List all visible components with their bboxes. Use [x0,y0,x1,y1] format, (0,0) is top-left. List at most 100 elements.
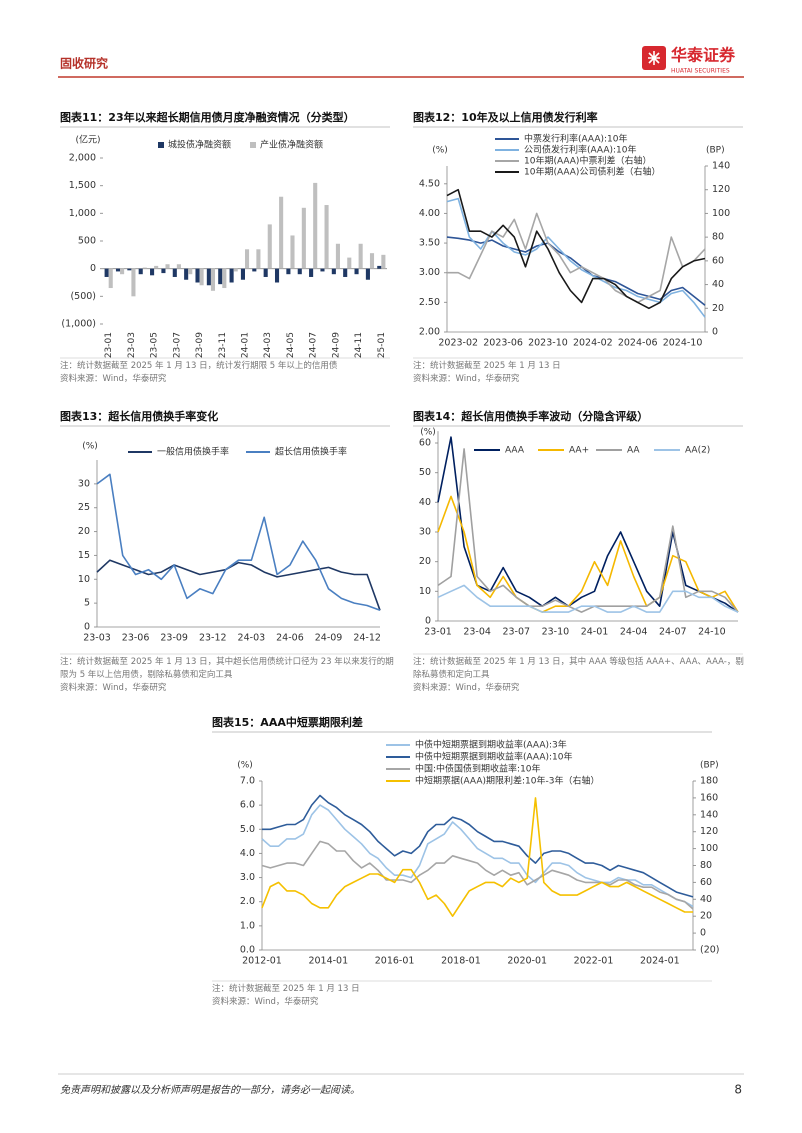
bar [274,268,280,283]
y-tick-label: 0.0 [240,945,255,956]
x-tick-label: 2012-01 [242,956,282,967]
y-tick-label: 10 [419,586,431,597]
y2-tick-label: 140 [712,161,730,172]
series-line [437,495,739,613]
series-line [437,436,739,613]
y-tick-label: 1,000 [69,208,96,219]
page-number: 8 [734,1083,742,1097]
x-tick-label: 23-10 [542,627,570,638]
x-tick-label: 23-03 [83,633,111,644]
y-tick-label: 4.50 [419,178,440,189]
bar [233,268,238,272]
bar [263,268,268,277]
y-tick-label: 1.0 [240,920,255,931]
legend-label: 中国:中债国债到期收益率:10年 [415,763,541,775]
y-unit: (亿元) [75,134,100,146]
y-tick-label: 500 [78,236,96,247]
x-tick-label: 25-01 [377,332,387,358]
y-tick-label: 2.00 [419,327,440,338]
x-tick-label: 2024-10 [663,338,703,349]
y-tick-label: 5 [84,598,90,609]
chart-source: 资料来源：Wind，华泰研究 [212,997,319,1007]
x-tick-label: 2023-10 [528,338,568,349]
bar [343,268,348,277]
legend-label: AAA [505,446,525,456]
y2-tick-label: 60 [700,877,712,888]
x-tick-label: 23-09 [160,633,188,644]
bar [108,268,113,289]
bar [252,268,257,272]
y2-tick-label: 120 [712,184,730,195]
y2-tick-label: 80 [712,232,724,243]
y2-tick-label: 120 [700,826,718,837]
y-tick-label: 30 [78,478,90,489]
x-tick-label: 23-07 [502,627,530,638]
x-tick-label: 24-11 [354,332,364,358]
bar [131,268,136,297]
x-tick-label: 2023-02 [438,338,478,349]
legend-label: 产业债净融资额 [260,139,323,151]
chart-note: 注：统计数据截至 2025 年 1 月 13 日 [212,984,360,994]
bar [120,268,125,275]
chart-title: 图表15：AAA中短票期限利差 [212,715,363,729]
y2-tick-label: 180 [700,776,718,787]
x-tick-label: 23-04 [463,627,491,638]
bar [222,268,227,289]
y2-tick-label: 100 [700,843,718,854]
y-tick-label: 3.50 [419,238,440,249]
y2-tick-label: 0 [700,928,706,939]
x-tick-label: 23-05 [150,332,160,358]
x-tick-label: 23-06 [122,633,150,644]
x-tick-label: 24-03 [263,332,273,358]
legend-swatch [158,142,164,148]
legend-label: 10年期(AAA)中票利差（右轴） [524,155,651,167]
y-tick-label: 60 [419,438,431,449]
x-tick-label: 2018-01 [441,956,481,967]
legend-label: 公司债发行利率(AAA):10年 [524,144,636,156]
y-tick-label: 3.0 [240,872,255,883]
bar [369,253,375,269]
x-tick-label: 24-07 [659,627,687,638]
y2-unit: (BP) [700,761,719,771]
bar [218,268,223,285]
bar [324,205,329,269]
chart-title: 图表13：超长信用债换手率变化 [60,409,218,423]
bar [335,243,340,269]
y-tick-label: 3.00 [419,267,440,278]
logo-mark [648,51,660,65]
bar [245,249,250,269]
series-line [261,840,694,910]
y-tick-label: 15 [78,550,90,561]
x-tick-label: 24-10 [698,627,726,638]
x-tick-label: 24-01 [241,332,251,358]
bar [358,243,363,269]
series-line [96,473,381,612]
y-tick-label: 0 [84,622,90,633]
y-tick-label: 2.50 [419,297,440,308]
series-line [262,794,694,898]
bar [104,268,109,277]
bar [256,249,261,269]
bar [320,268,325,272]
legend-label: 中票发行利率(AAA):10年 [524,133,627,145]
x-tick-label: 2014-01 [308,956,348,967]
x-tick-label: 2024-02 [573,338,613,349]
y-tick-label: 4.0 [240,848,255,859]
chart-source: 资料来源：Wind，华泰研究 [413,683,520,693]
bar [195,268,200,283]
y2-unit: (BP) [706,146,725,156]
y2-tick-label: 40 [700,894,712,905]
bar [347,257,352,269]
chart-source: 资料来源：Wind，华泰研究 [60,374,167,384]
bar [309,268,314,277]
chart-note: 注：统计数据截至 2025 年 1 月 13 日，其中超长信用债统计口径为 23… [60,657,394,680]
bar [313,182,318,269]
bar [206,268,211,286]
legend-label: 中短期票据(AAA)期限利差:10年-3年（右轴） [415,775,599,787]
x-tick-label: 2020-01 [507,956,547,967]
y2-tick-label: 140 [700,809,718,820]
x-tick-label: 23-03 [127,332,137,358]
x-tick-label: 2016-01 [375,956,415,967]
bar [381,254,386,269]
y-tick-label: 6.0 [240,800,255,811]
